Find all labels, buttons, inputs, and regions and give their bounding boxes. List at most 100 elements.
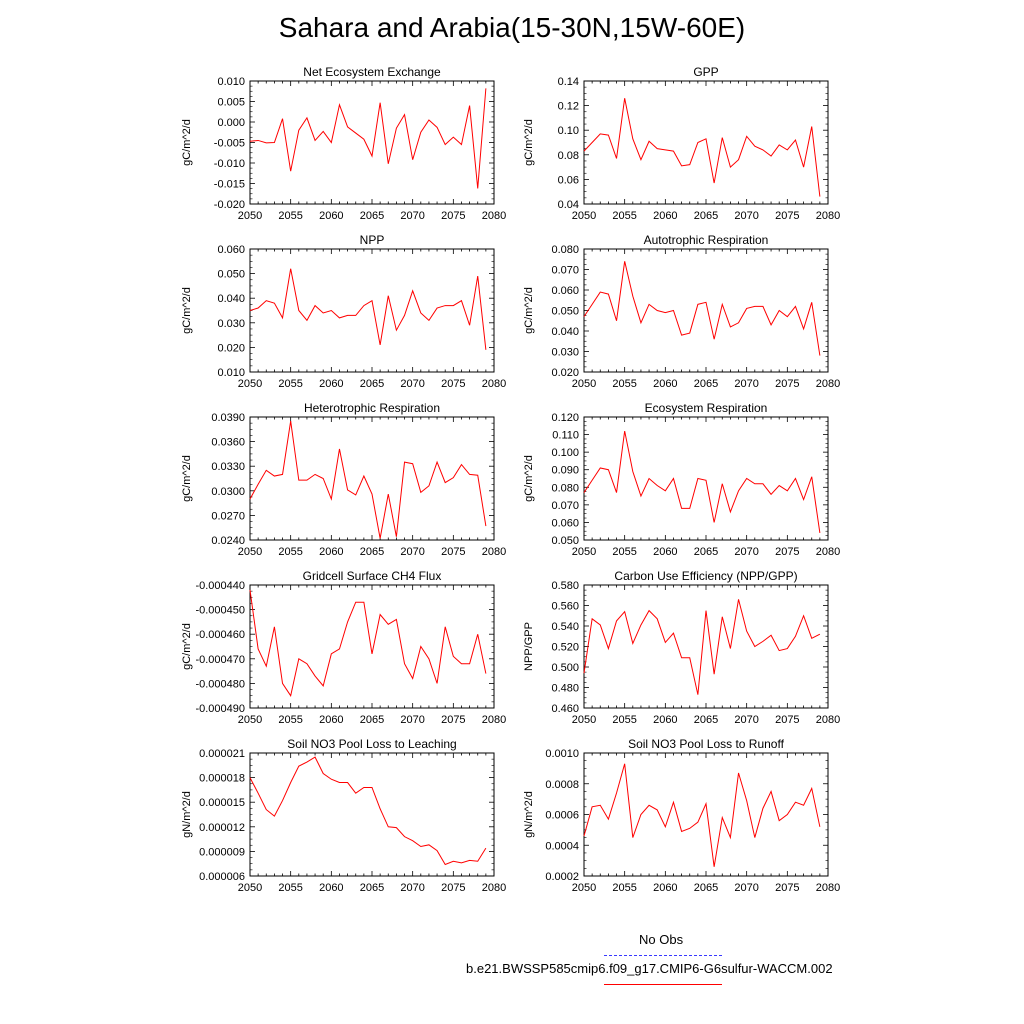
x-tick-label: 2070	[400, 546, 424, 558]
chart-panel-4: 2050 2055 2060 2065 2070 2075 2080 0.0240 0.0270…	[181, 401, 506, 558]
plot-frame	[249, 416, 495, 541]
x-tick-label: 2080	[482, 882, 506, 894]
x-tick-label: 2055	[612, 714, 636, 726]
x-tick-label: 2065	[360, 378, 384, 390]
x-tick-label: 2060	[319, 714, 343, 726]
x-tick-label: 2050	[238, 378, 262, 390]
x-tick-label: 2075	[441, 546, 465, 558]
x-tick-label: 2080	[816, 714, 840, 726]
y-tick-label: 0.10	[558, 125, 579, 137]
y-tick-label: 0.100	[551, 447, 579, 459]
x-tick-label: 2075	[775, 210, 799, 222]
chart-title: Soil NO3 Pool Loss to Leaching	[287, 737, 456, 751]
series-line-0	[583, 430, 821, 534]
x-tick-label: 2080	[816, 210, 840, 222]
y-tick-label: 0.580	[551, 580, 579, 592]
x-tick-label: 2070	[400, 378, 424, 390]
y-tick-label: 0.000006	[199, 871, 245, 883]
plot-frame	[583, 752, 829, 877]
y-tick-label: 0.010	[217, 367, 245, 379]
chart-panel-8: 2050 2055 2060 2065 2070 2075 2080 0.000006 0.00…	[181, 737, 506, 894]
x-tick-label: 2070	[400, 882, 424, 894]
y-tick-label: 0.560	[551, 601, 579, 613]
x-tick-label: 2070	[734, 210, 758, 222]
y-tick-label: 0.460	[551, 703, 579, 715]
y-tick-label: 0.000012	[199, 822, 245, 834]
y-tick-label: 0.050	[551, 306, 579, 318]
y-tick-label: 0.0240	[211, 535, 245, 547]
y-tick-label: 0.0004	[545, 840, 579, 852]
x-tick-label: 2050	[238, 882, 262, 894]
x-tick-label: 2055	[278, 714, 302, 726]
y-tick-label: -0.005	[214, 138, 245, 150]
x-tick-label: 2060	[319, 210, 343, 222]
plot-frame	[583, 80, 829, 205]
x-tick-label: 2070	[734, 378, 758, 390]
plot-frame	[249, 248, 495, 373]
y-tick-label: -0.020	[214, 199, 245, 211]
y-tick-label: 0.080	[551, 244, 579, 256]
x-tick-label: 2050	[238, 210, 262, 222]
y-tick-label: 0.030	[217, 318, 245, 330]
series-line-0	[249, 421, 487, 539]
x-tick-label: 2055	[278, 210, 302, 222]
y-tick-label: 0.04	[558, 199, 579, 211]
y-tick-label: 0.06	[558, 174, 579, 186]
y-tick-label: 0.080	[551, 482, 579, 494]
y-tick-label: 0.060	[217, 244, 245, 256]
x-tick-label: 2080	[816, 378, 840, 390]
chart-panel-5: 2050 2055 2060 2065 2070 2075 2080 0.050 0.060 0.…	[523, 401, 840, 558]
x-tick-label: 2075	[441, 378, 465, 390]
chart-title: Gridcell Surface CH4 Flux	[303, 569, 442, 583]
y-tick-label: 0.005	[217, 97, 245, 109]
y-tick-label: 0.12	[558, 101, 579, 113]
y-tick-label: 0.0010	[545, 748, 579, 760]
plot-frame	[583, 416, 829, 541]
plot-frame	[583, 248, 829, 373]
series-line-0	[249, 268, 487, 350]
y-tick-label: 0.0002	[545, 871, 579, 883]
y-tick-label: 0.500	[551, 662, 579, 674]
y-axis-label: gC/m^2/d	[523, 119, 535, 166]
x-tick-label: 2050	[572, 210, 596, 222]
series-line-0	[583, 98, 821, 197]
x-tick-label: 2065	[694, 882, 718, 894]
y-tick-label: 0.14	[558, 76, 579, 88]
x-tick-label: 2070	[400, 714, 424, 726]
x-tick-label: 2065	[694, 714, 718, 726]
x-tick-label: 2060	[653, 210, 677, 222]
y-axis-label: gN/m^2/d	[523, 791, 535, 838]
x-tick-label: 2060	[653, 546, 677, 558]
y-tick-label: 0.050	[551, 535, 579, 547]
y-axis-label: gC/m^2/d	[523, 455, 535, 502]
x-tick-label: 2065	[694, 546, 718, 558]
chart-title: Net Ecosystem Exchange	[303, 65, 441, 79]
y-tick-label: 0.060	[551, 517, 579, 529]
chart-panel-1: 2050 2055 2060 2065 2070 2075 2080 0.04 0.06 0.08…	[523, 65, 840, 222]
x-tick-label: 2050	[572, 714, 596, 726]
x-tick-label: 2080	[482, 378, 506, 390]
x-tick-label: 2055	[612, 882, 636, 894]
x-tick-label: 2060	[653, 378, 677, 390]
y-tick-label: 0.120	[551, 412, 579, 424]
y-tick-label: -0.000480	[195, 678, 245, 690]
x-tick-label: 2070	[734, 714, 758, 726]
y-tick-label: 0.050	[217, 269, 245, 281]
y-tick-label: 0.000015	[199, 797, 245, 809]
y-tick-label: 0.480	[551, 683, 579, 695]
x-tick-label: 2055	[278, 546, 302, 558]
x-tick-label: 2050	[572, 378, 596, 390]
chart-panel-0: 2050 2055 2060 2065 2070 2075 2080 -0.020 -0.015…	[181, 65, 506, 222]
x-tick-label: 2075	[441, 714, 465, 726]
chart-title: Autotrophic Respiration	[644, 233, 769, 247]
y-tick-label: 0.000021	[199, 748, 245, 760]
chart-title: Ecosystem Respiration	[645, 401, 768, 415]
y-tick-label: -0.000440	[195, 580, 245, 592]
series-line-0	[249, 88, 487, 189]
x-tick-label: 2075	[775, 882, 799, 894]
x-tick-label: 2050	[572, 546, 596, 558]
y-tick-label: 0.020	[217, 342, 245, 354]
x-tick-label: 2075	[775, 378, 799, 390]
y-tick-label: 0.000	[217, 117, 245, 129]
y-axis-label: gC/m^2/d	[523, 287, 535, 334]
